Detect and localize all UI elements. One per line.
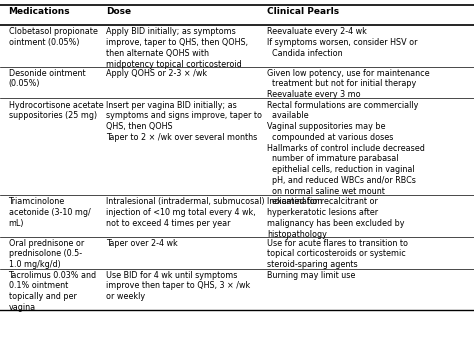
Text: Hydrocortisone acetate
suppositories (25 mg): Hydrocortisone acetate suppositories (25… — [9, 101, 103, 120]
Text: Clinical Pearls: Clinical Pearls — [267, 7, 339, 16]
Text: Insert per vagina BID initially; as
symptoms and signs improve, taper to
QHS, th: Insert per vagina BID initially; as symp… — [106, 101, 262, 142]
Text: Intralesional (intradermal, submucosal)
injection of <10 mg total every 4 wk,
no: Intralesional (intradermal, submucosal) … — [106, 198, 264, 228]
Text: Medications: Medications — [9, 7, 70, 16]
Text: Given low potency, use for maintenance
  treatment but not for initial therapy
R: Given low potency, use for maintenance t… — [267, 69, 429, 99]
Text: Apply QOHS or 2-3 × /wk: Apply QOHS or 2-3 × /wk — [106, 69, 207, 78]
Text: Burning may limit use: Burning may limit use — [267, 271, 355, 280]
Text: Indicated for recalcitrant or
hyperkeratotic lesions after
malignancy has been e: Indicated for recalcitrant or hyperkerat… — [267, 198, 404, 239]
Text: Desonide ointment
(0.05%): Desonide ointment (0.05%) — [9, 69, 85, 88]
Text: Use BID for 4 wk until symptoms
improve then taper to QHS, 3 × /wk
or weekly: Use BID for 4 wk until symptoms improve … — [106, 271, 250, 301]
Text: Clobetasol propionate
ointment (0.05%): Clobetasol propionate ointment (0.05%) — [9, 27, 98, 47]
Text: Apply BID initially; as symptoms
improve, taper to QHS, then QOHS,
then alternat: Apply BID initially; as symptoms improve… — [106, 27, 248, 69]
Text: Tacrolimus 0.03% and
0.1% ointment
topically and per
vagina: Tacrolimus 0.03% and 0.1% ointment topic… — [9, 271, 97, 312]
Text: Use for acute flares to transition to
topical corticosteroids or systemic
steroi: Use for acute flares to transition to to… — [267, 239, 408, 269]
Text: Taper over 2-4 wk: Taper over 2-4 wk — [106, 239, 177, 248]
Text: Reevaluate every 2-4 wk
If symptoms worsen, consider HSV or
  Candida infection: Reevaluate every 2-4 wk If symptoms wors… — [267, 27, 418, 58]
Text: Oral prednisone or
prednisolone (0.5-
1.0 mg/kg/d): Oral prednisone or prednisolone (0.5- 1.… — [9, 239, 84, 269]
Text: Triamcinolone
acetonide (3-10 mg/
mL): Triamcinolone acetonide (3-10 mg/ mL) — [9, 198, 90, 228]
Text: Rectal formulations are commercially
  available
Vaginal suppositories may be
  : Rectal formulations are commercially ava… — [267, 101, 425, 206]
Text: Dose: Dose — [106, 7, 131, 16]
